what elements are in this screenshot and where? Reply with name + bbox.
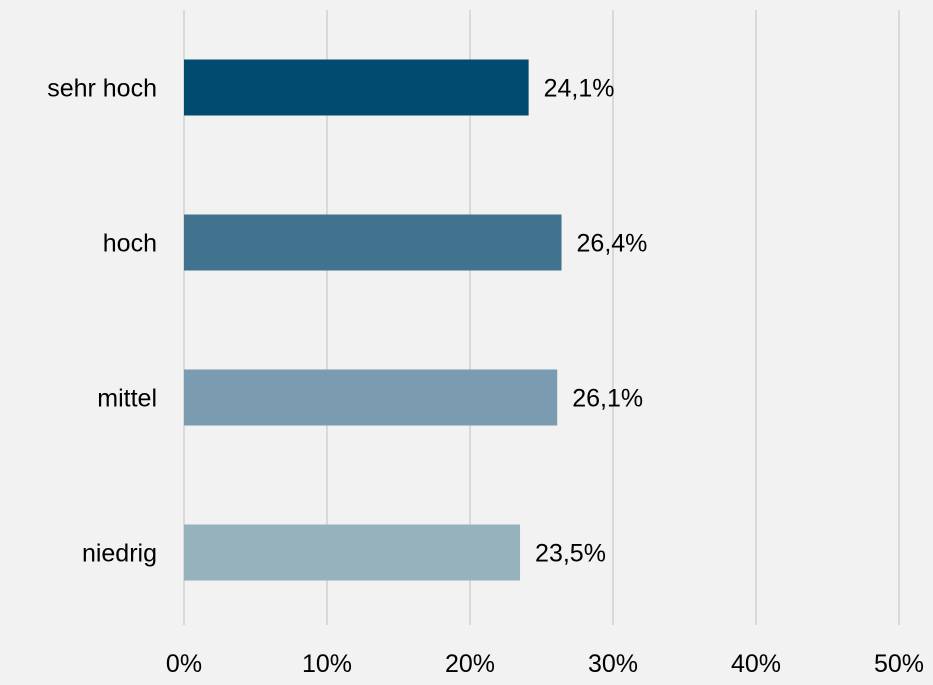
data-label: 26,1% — [572, 385, 643, 413]
x-tick-labels: 0% 10% 20% 30% 40% 50% — [166, 650, 924, 678]
x-tick-label: 10% — [302, 650, 352, 678]
data-label: 23,5% — [535, 540, 606, 568]
data-label: 26,4% — [577, 230, 648, 258]
category-label: hoch — [103, 230, 157, 258]
bars — [184, 59, 562, 581]
x-tick-label: 0% — [166, 650, 202, 678]
value-labels: 24,1% 26,4% 26,1% 23,5% — [535, 75, 647, 568]
bar — [184, 524, 521, 581]
bar — [184, 59, 529, 116]
bar — [184, 369, 558, 426]
bar — [184, 214, 562, 271]
x-tick-label: 20% — [445, 650, 495, 678]
category-label: niedrig — [82, 540, 157, 568]
x-tick-label: 30% — [588, 650, 638, 678]
data-label: 24,1% — [544, 75, 615, 103]
category-label: mittel — [97, 385, 157, 413]
x-tick-label: 40% — [731, 650, 781, 678]
x-tick-label: 50% — [874, 650, 924, 678]
category-label: sehr hoch — [47, 75, 157, 103]
category-labels: sehr hoch hoch mittel niedrig — [47, 75, 157, 568]
